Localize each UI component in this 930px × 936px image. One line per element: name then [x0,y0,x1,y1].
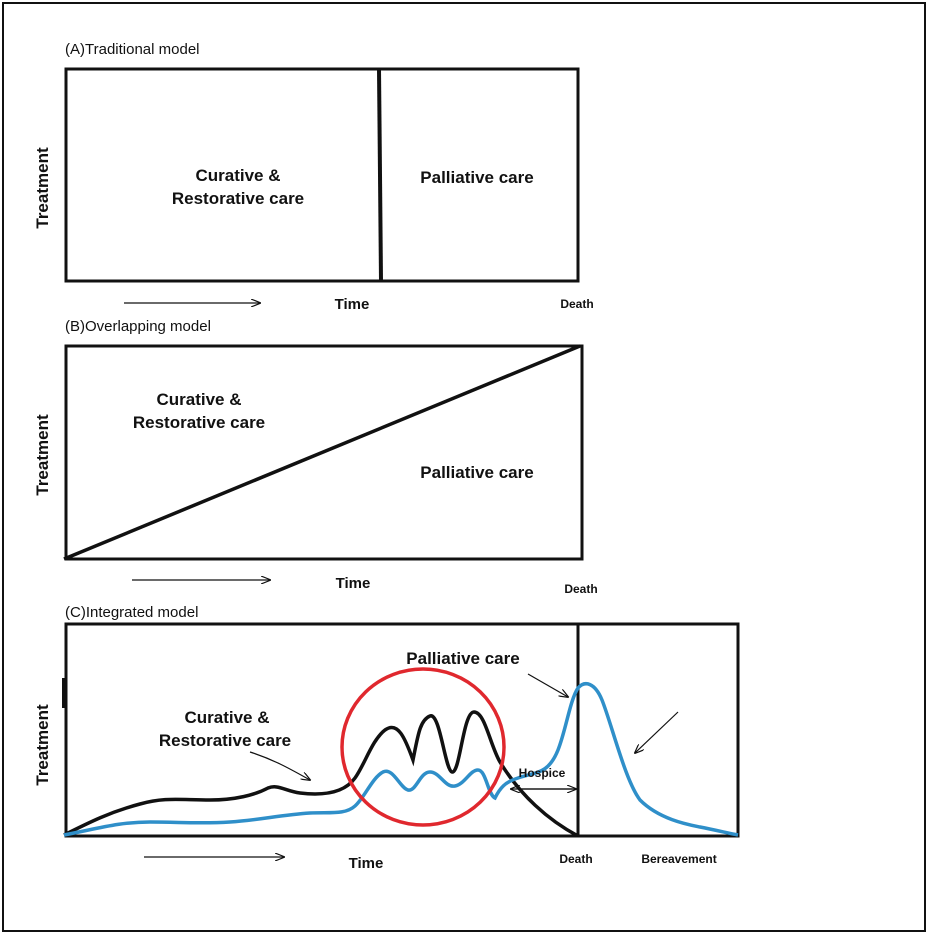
palliative-curve [63,682,739,837]
panel-b: (B)Overlapping model Treatment Curative … [33,318,598,596]
panel-c-time: Time [349,855,384,872]
panel-c-bereavement: Bereavement [641,852,716,866]
panel-c-hospice: Hospice [519,766,566,780]
panel-b-palliative: Palliative care [420,463,533,482]
panel-c-box [64,622,740,838]
panel-c-curative-line1: Curative & [184,708,269,727]
panel-b-curative-line1: Curative & [156,390,241,409]
panel-a: (A)Traditional model Treatment Curative … [33,41,594,313]
panel-c-curative-line2: Restorative care [159,731,291,750]
panel-b-time: Time [336,575,371,592]
panel-c-death: Death [559,852,592,866]
panel-a-ylabel: Treatment [33,147,52,229]
panel-a-time: Time [335,296,370,313]
panel-a-palliative: Palliative care [420,168,533,187]
panel-c-palliative: Palliative care [406,649,519,668]
curative-pointer-arrow [249,751,310,780]
curative-curve [63,710,579,838]
panel-a-box [64,67,580,283]
panel-b-death: Death [564,582,597,596]
panel-c-title: (C)Integrated model [65,604,198,621]
panel-a-divider [377,68,383,282]
panel-c: (C)Integrated model Treatment Palliative… [33,604,740,872]
panel-b-ylabel: Treatment [33,414,52,496]
panel-c-ylabel: Treatment [33,704,52,786]
panel-b-curative-line2: Restorative care [133,413,265,432]
panel-a-title: (A)Traditional model [65,41,200,58]
highlight-circle [340,667,506,827]
bereavement-curve-pointer-arrow [635,711,679,753]
panel-a-curative-line1: Curative & [195,166,280,185]
panel-b-box [64,344,584,561]
panel-b-title: (B)Overlapping model [65,318,211,335]
panel-a-curative-line2: Restorative care [172,189,304,208]
palliative-pointer-arrow [527,673,568,697]
panel-b-diagonal [63,344,581,561]
panel-a-death: Death [560,297,593,311]
